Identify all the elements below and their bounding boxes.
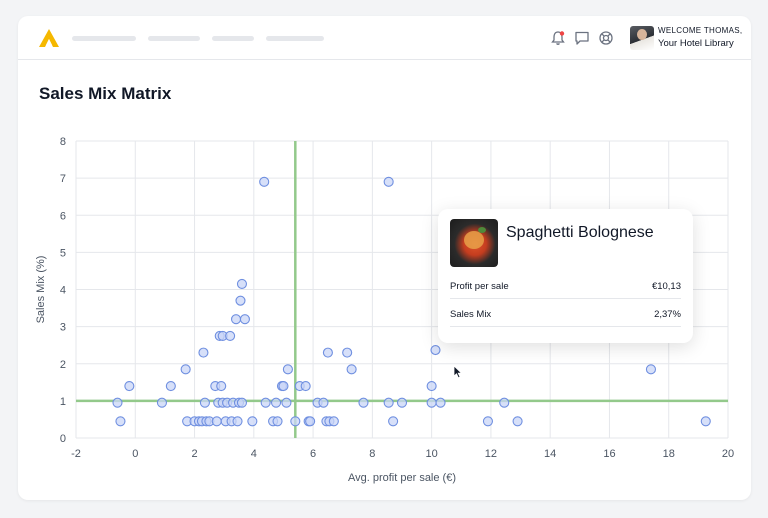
x-tick-label: 20 — [722, 448, 734, 460]
y-tick-label: 2 — [60, 359, 66, 371]
data-point[interactable] — [396, 397, 408, 408]
x-axis-label: Avg. profit per sale (€) — [348, 472, 456, 484]
data-point[interactable] — [156, 397, 167, 408]
data-point[interactable] — [435, 397, 446, 408]
main-card: WELCOME THOMAS, Your Hotel Library Sales… — [18, 16, 751, 500]
data-point[interactable] — [512, 416, 523, 427]
welcome-text: WELCOME THOMAS, — [658, 26, 743, 35]
y-tick-label: 0 — [60, 433, 66, 445]
data-point[interactable] — [328, 416, 339, 427]
y-tick-label: 7 — [60, 173, 66, 185]
x-tick-label: 16 — [603, 448, 615, 460]
data-point[interactable] — [199, 397, 210, 408]
data-point[interactable] — [499, 397, 510, 408]
data-point[interactable] — [305, 416, 316, 427]
x-tick-label: 6 — [310, 448, 316, 460]
profit-value: €10,13 — [651, 281, 681, 292]
bell-icon[interactable] — [549, 29, 567, 47]
data-point[interactable] — [342, 347, 353, 358]
data-point[interactable] — [290, 416, 301, 427]
data-point[interactable] — [124, 380, 135, 392]
data-point[interactable] — [225, 330, 236, 341]
data-point[interactable] — [216, 380, 227, 392]
data-point[interactable] — [236, 397, 248, 408]
y-axis-label: Sales Mix (%) — [35, 256, 47, 324]
nav-placeholder-1[interactable] — [72, 36, 136, 41]
data-point[interactable] — [282, 364, 293, 375]
x-tick-label: 0 — [132, 448, 138, 460]
y-tick-label: 5 — [60, 247, 66, 259]
mouse-pointer-icon — [453, 365, 463, 379]
top-bar: WELCOME THOMAS, Your Hotel Library — [18, 16, 751, 60]
sales-mix-label: Sales Mix — [450, 309, 492, 320]
data-point[interactable] — [211, 416, 222, 427]
data-point[interactable] — [700, 416, 711, 427]
tooltip-row-sales-mix: Sales Mix 2,37% — [450, 303, 681, 327]
data-point[interactable] — [645, 364, 656, 375]
dish-name: Spaghetti Bolognese — [506, 224, 654, 241]
x-tick-label: 8 — [369, 448, 375, 460]
x-tick-label: 10 — [426, 448, 438, 460]
data-point[interactable] — [236, 278, 248, 289]
data-point[interactable] — [281, 397, 292, 408]
data-point[interactable] — [270, 397, 282, 408]
avatar[interactable] — [630, 26, 654, 50]
x-tick-label: -2 — [71, 448, 81, 460]
data-point[interactable] — [318, 397, 329, 408]
support-icon[interactable] — [597, 29, 615, 47]
data-point[interactable] — [358, 397, 369, 408]
hotel-library-name[interactable]: Your Hotel Library — [658, 38, 734, 49]
data-point[interactable] — [430, 344, 441, 356]
x-tick-label: 18 — [663, 448, 675, 460]
data-point[interactable] — [346, 364, 357, 375]
y-tick-label: 3 — [60, 322, 66, 334]
nav-placeholder-2[interactable] — [148, 36, 200, 41]
x-tick-label: 4 — [251, 448, 257, 460]
page-title: Sales Mix Matrix — [39, 84, 172, 103]
notification-dot — [559, 31, 565, 36]
data-point[interactable] — [115, 416, 126, 427]
data-point[interactable] — [260, 397, 271, 408]
sales-mix-value: 2,37% — [654, 309, 681, 320]
y-tick-label: 1 — [60, 396, 66, 408]
data-point[interactable] — [198, 347, 209, 358]
data-point[interactable] — [426, 380, 437, 392]
dish-image — [450, 219, 498, 267]
y-tick-label: 8 — [60, 136, 66, 148]
data-point[interactable] — [232, 416, 243, 427]
data-point[interactable] — [388, 416, 399, 427]
data-point[interactable] — [482, 416, 493, 427]
y-tick-label: 6 — [60, 210, 66, 222]
data-point[interactable] — [278, 380, 289, 392]
nav-placeholder-3[interactable] — [212, 36, 254, 41]
tooltip-row-profit: Profit per sale €10,13 — [450, 275, 681, 299]
data-point[interactable] — [230, 314, 242, 325]
logo-icon[interactable] — [38, 28, 60, 48]
item-tooltip: Spaghetti Bolognese Profit per sale €10,… — [438, 209, 693, 343]
nav-placeholder-4[interactable] — [266, 36, 324, 41]
data-point[interactable] — [383, 176, 394, 187]
x-tick-label: 14 — [544, 448, 556, 460]
profit-label: Profit per sale — [450, 281, 509, 292]
data-point[interactable] — [300, 380, 311, 392]
data-point[interactable] — [180, 364, 191, 375]
data-point[interactable] — [112, 397, 123, 408]
data-point[interactable] — [165, 380, 176, 392]
data-point[interactable] — [272, 416, 283, 427]
data-point[interactable] — [383, 397, 394, 408]
x-tick-label: 12 — [485, 448, 497, 460]
data-point[interactable] — [239, 314, 250, 325]
chat-icon[interactable] — [573, 29, 591, 47]
data-point[interactable] — [322, 347, 333, 358]
y-tick-label: 4 — [60, 285, 66, 297]
data-point[interactable] — [247, 416, 258, 427]
x-tick-label: 2 — [191, 448, 197, 460]
data-point[interactable] — [235, 295, 246, 306]
data-point[interactable] — [426, 397, 437, 408]
data-point[interactable] — [259, 176, 270, 187]
